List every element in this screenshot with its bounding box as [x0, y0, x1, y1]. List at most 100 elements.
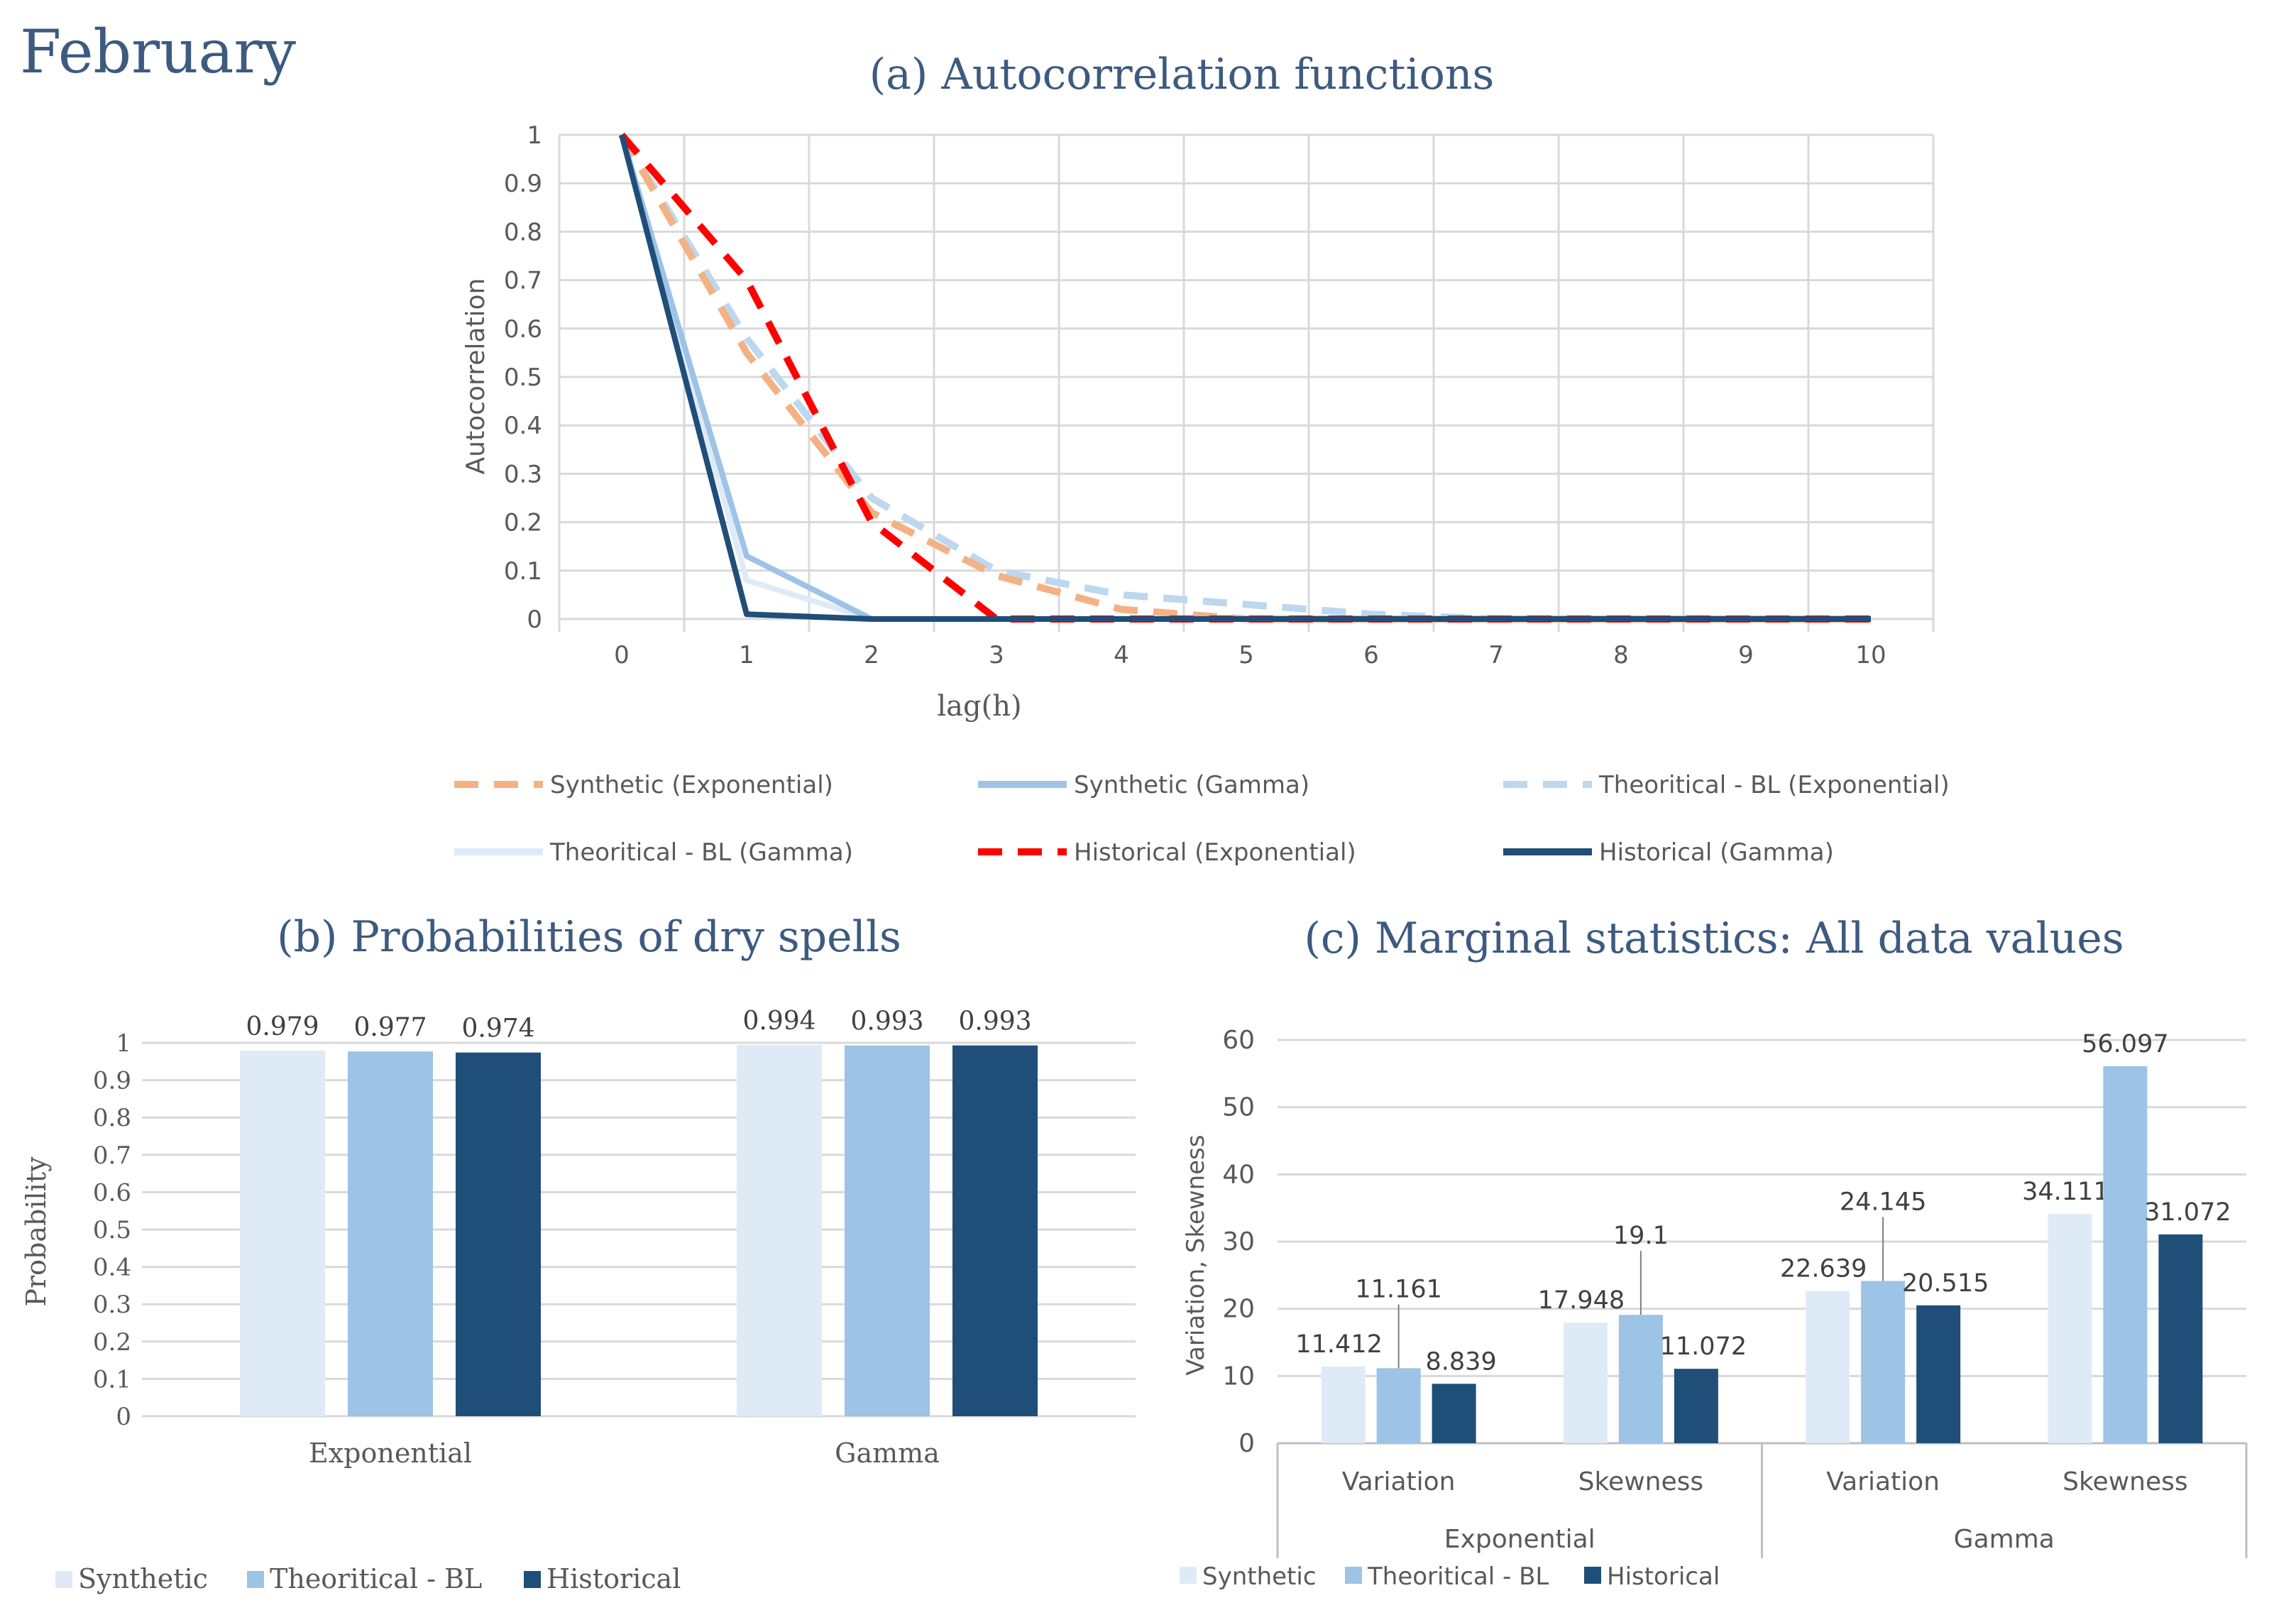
- dry-y-tick: 0.5: [93, 1216, 131, 1244]
- marg-x-category: Skewness: [2062, 1467, 2187, 1496]
- month-title: February: [20, 17, 297, 87]
- marg-legend-swatch: [1584, 1567, 1601, 1584]
- acf-x-tick: 1: [739, 641, 754, 669]
- marg-ylabel: Variation, Skewness: [1182, 1134, 1210, 1375]
- acf-x-tick: 6: [1363, 641, 1379, 669]
- dry-bar-label: 0.979: [246, 1012, 319, 1041]
- dry-bar-label: 0.993: [850, 1007, 923, 1036]
- marg-bar: [2103, 1066, 2148, 1443]
- acf-y-tick: 0.5: [504, 363, 542, 392]
- dry-legend-label: Theoritical - BL: [270, 1563, 482, 1594]
- dry-tick-labels: 0 0.1 0.2 0.3 0.4 0.5 0.6 0.7 0.8 0.9 1 Exponential…: [93, 1029, 940, 1469]
- marg-legend-label: Theoritical - BL: [1367, 1562, 1549, 1591]
- acf-series-lines: [618, 132, 1871, 623]
- acf-x-tick: 3: [989, 641, 1004, 669]
- acf-legend-label: Theoritical - BL (Exponential): [1598, 771, 1950, 799]
- marg-bar-label: 34.111: [2022, 1178, 2109, 1206]
- marg-bar: [1861, 1281, 1906, 1443]
- acf-x-tick: 9: [1738, 641, 1754, 669]
- dry-legend-swatch: [524, 1571, 541, 1588]
- dry-legend-label: Historical: [546, 1563, 681, 1594]
- marg-bar-label: 31.072: [2144, 1198, 2231, 1227]
- dry-legend-swatch: [55, 1571, 72, 1588]
- acf-title: (a) Autocorrelation functions: [869, 50, 1495, 99]
- dry-bar-label: 0.994: [742, 1007, 815, 1036]
- dry-bar: [456, 1052, 541, 1416]
- dry-bar-label: 0.977: [353, 1013, 427, 1042]
- marg-bar: [1321, 1366, 1366, 1443]
- acf-y-tick: 0.2: [504, 509, 542, 537]
- acf-legend-label: Historical (Gamma): [1599, 838, 1834, 867]
- dry-y-tick: 0.3: [93, 1291, 131, 1319]
- acf-x-tick: 0: [614, 641, 630, 669]
- marg-y-tick: 60: [1222, 1026, 1255, 1055]
- marg-x-category: Variation: [1342, 1467, 1456, 1496]
- marg-bar: [2158, 1234, 2203, 1443]
- acf-x-tick: 5: [1238, 641, 1254, 669]
- marg-bar-label: 24.145: [1840, 1188, 1926, 1216]
- dry-bar: [737, 1045, 822, 1416]
- acf-y-tick: 0.8: [504, 218, 542, 246]
- dry-title: (b) Probabilities of dry spells: [277, 912, 901, 962]
- marg-bar-label: 17.948: [1538, 1286, 1625, 1315]
- acf-y-tick: 0.1: [504, 557, 542, 586]
- marg-legend-label: Synthetic: [1202, 1562, 1317, 1591]
- marg-title: (c) Marginal statistics: All data values: [1304, 914, 2124, 963]
- dry-bar-label: 0.993: [958, 1007, 1031, 1036]
- dry-y-tick: 0.4: [93, 1254, 131, 1282]
- marg-x-category: Variation: [1826, 1467, 1940, 1496]
- marginal-stats-chart: (c) Marginal statistics: All data values…: [1180, 914, 2248, 1591]
- acf-x-tick: 8: [1613, 641, 1629, 669]
- dry-bar: [845, 1045, 930, 1416]
- acf-x-tick: 2: [864, 641, 879, 669]
- acf-chart: (a) Autocorrelation functions lag(h) Aut…: [454, 50, 1950, 867]
- acf-x-tick: 10: [1855, 641, 1886, 669]
- marg-tick-labels: 0 10 20 30 40 50 60 Variation Skewness Variation S…: [1222, 1026, 2187, 1496]
- acf-x-tick: 7: [1488, 641, 1504, 669]
- acf-legend-label: Theoritical - BL (Gamma): [549, 838, 853, 867]
- dry-y-tick: 0.8: [93, 1104, 131, 1132]
- acf-xlabel: lag(h): [937, 690, 1021, 723]
- dry-bar-label: 0.974: [461, 1014, 534, 1044]
- marg-bar-label: 56.097: [2082, 1030, 2168, 1058]
- acf-line-historical-gamma-: [619, 133, 1871, 622]
- marg-group-label: Gamma: [1954, 1525, 2055, 1554]
- marg-legend-swatch: [1180, 1567, 1197, 1584]
- marg-y-tick: 30: [1222, 1227, 1255, 1257]
- acf-gridlines: [558, 133, 1935, 632]
- marg-bars: 11.412 11.161 8.839 17.948 19.1 11.072 22.639 2…: [1295, 1030, 2231, 1443]
- dry-x-category: Gamma: [835, 1438, 940, 1469]
- marg-bar-label: 11.072: [1660, 1332, 1747, 1361]
- acf-legend-label: Synthetic (Exponential): [550, 771, 833, 799]
- marg-bar: [1376, 1368, 1421, 1443]
- dry-y-tick: 0.1: [93, 1365, 131, 1394]
- marg-y-tick: 40: [1222, 1160, 1255, 1189]
- marg-legend: Synthetic Theoritical - BL Historical: [1180, 1562, 1720, 1591]
- dry-x-category: Exponential: [309, 1438, 472, 1469]
- acf-legend: Synthetic (Exponential) Synthetic (Gamma)…: [454, 771, 1950, 867]
- marg-bar: [2048, 1214, 2092, 1443]
- marg-bar: [1674, 1369, 1718, 1443]
- acf-x-tick: 4: [1114, 641, 1129, 669]
- dry-y-tick: 0.6: [93, 1178, 131, 1207]
- acf-tick-labels: 00.10.20.30.40.50.60.70.80.910 1 2 3 4 5 6 7 8 9 1…: [504, 121, 1886, 669]
- marg-bar-label: 19.1: [1613, 1222, 1669, 1250]
- marg-bar: [1563, 1323, 1608, 1443]
- marg-y-tick: 10: [1222, 1362, 1255, 1391]
- marg-group-label: Exponential: [1444, 1525, 1595, 1554]
- marg-bar-label: 20.515: [1902, 1269, 1989, 1298]
- acf-y-tick: 0.9: [504, 170, 542, 198]
- acf-y-tick: 1: [527, 121, 542, 150]
- acf-y-tick: 0.6: [504, 315, 542, 344]
- marg-y-tick: 50: [1222, 1093, 1255, 1122]
- dry-bar: [952, 1045, 1038, 1416]
- marg-x-category: Skewness: [1578, 1467, 1703, 1496]
- acf-y-tick: 0: [527, 606, 542, 634]
- dry-bar: [348, 1051, 433, 1416]
- marg-bar: [1806, 1291, 1850, 1443]
- marg-y-tick: 0: [1238, 1429, 1255, 1458]
- marg-bar: [1432, 1384, 1476, 1443]
- dry-bars: 0.979 0.977 0.974 0.994 0.993 0.993: [240, 1007, 1038, 1416]
- marg-bar: [1916, 1305, 1961, 1443]
